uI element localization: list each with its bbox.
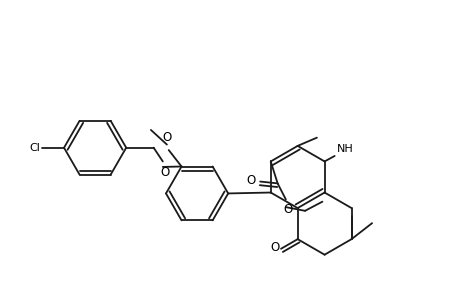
Text: O: O	[269, 241, 279, 254]
Text: O: O	[282, 203, 291, 216]
Text: O: O	[160, 166, 169, 179]
Text: NH: NH	[336, 144, 353, 154]
Text: Cl: Cl	[29, 143, 40, 153]
Text: O: O	[246, 174, 255, 187]
Text: O: O	[162, 131, 171, 144]
